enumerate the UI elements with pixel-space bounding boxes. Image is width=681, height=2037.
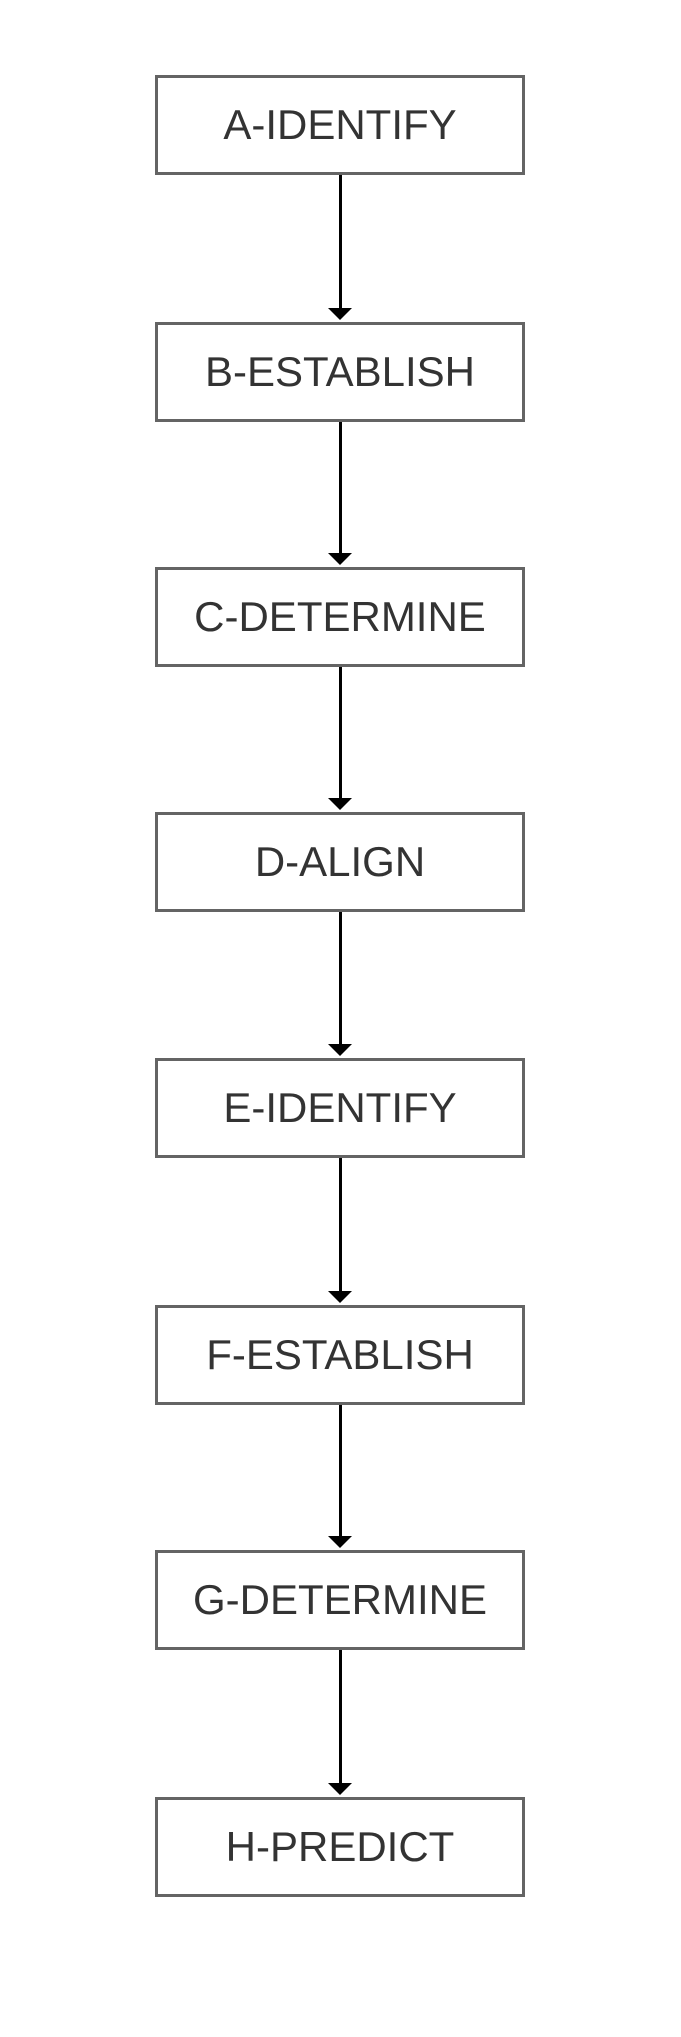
arrowhead-F-G: [328, 1536, 352, 1548]
node-label-G: G-DETERMINE: [193, 1576, 487, 1624]
arrowhead-E-F: [328, 1291, 352, 1303]
node-label-F: F-ESTABLISH: [206, 1331, 474, 1379]
node-G: G-DETERMINE: [155, 1550, 525, 1650]
edge-D-E: [339, 912, 342, 1046]
node-F: F-ESTABLISH: [155, 1305, 525, 1405]
edge-A-B: [339, 175, 342, 310]
edge-C-D: [339, 667, 342, 800]
edge-B-C: [339, 422, 342, 555]
node-B: B-ESTABLISH: [155, 322, 525, 422]
node-A: A-IDENTIFY: [155, 75, 525, 175]
edge-F-G: [339, 1405, 342, 1538]
flowchart-container: A-IDENTIFY B-ESTABLISH C-DETERMINE D-ALIGN E…: [0, 0, 681, 2037]
arrowhead-C-D: [328, 798, 352, 810]
arrowhead-G-H: [328, 1783, 352, 1795]
node-label-A: A-IDENTIFY: [223, 101, 456, 149]
arrowhead-A-B: [328, 308, 352, 320]
node-E: E-IDENTIFY: [155, 1058, 525, 1158]
node-label-E: E-IDENTIFY: [223, 1084, 456, 1132]
node-label-C: C-DETERMINE: [194, 593, 486, 641]
edge-E-F: [339, 1158, 342, 1293]
arrowhead-B-C: [328, 553, 352, 565]
node-D: D-ALIGN: [155, 812, 525, 912]
arrowhead-D-E: [328, 1044, 352, 1056]
node-label-H: H-PREDICT: [226, 1823, 455, 1871]
edge-G-H: [339, 1650, 342, 1785]
node-label-B: B-ESTABLISH: [205, 348, 475, 396]
node-C: C-DETERMINE: [155, 567, 525, 667]
node-label-D: D-ALIGN: [255, 838, 425, 886]
node-H: H-PREDICT: [155, 1797, 525, 1897]
